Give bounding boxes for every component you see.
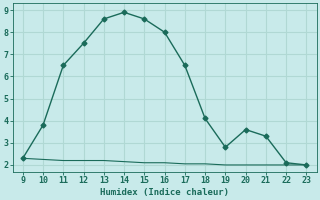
X-axis label: Humidex (Indice chaleur): Humidex (Indice chaleur) xyxy=(100,188,229,197)
